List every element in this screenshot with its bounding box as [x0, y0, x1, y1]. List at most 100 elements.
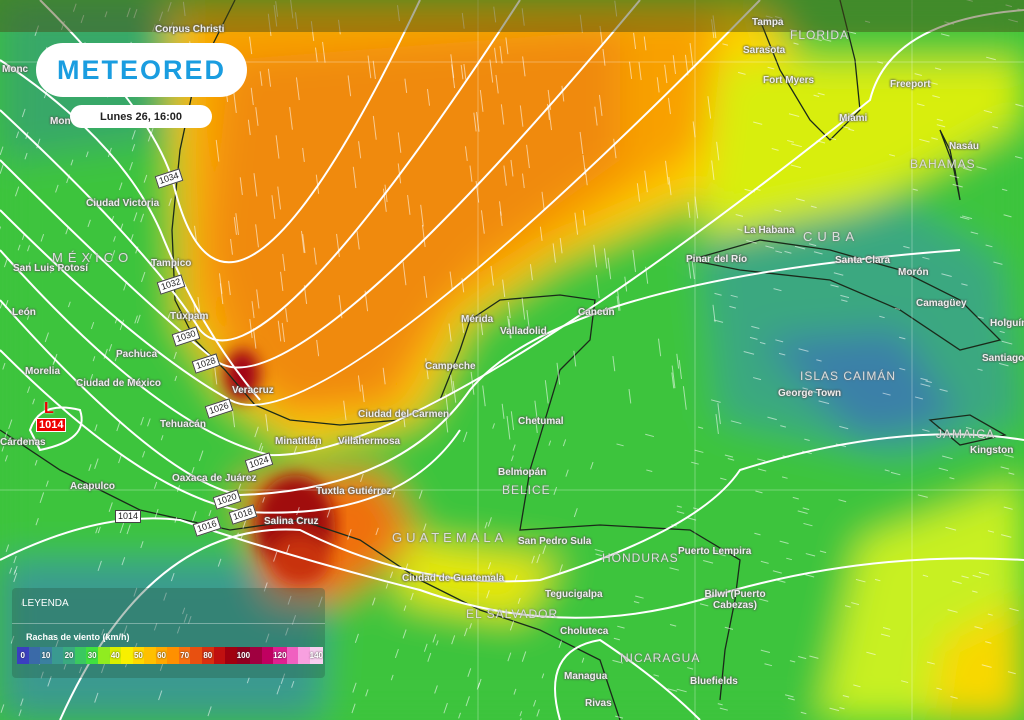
wind-streak — [507, 315, 511, 339]
wind-streak — [803, 522, 813, 527]
wind-streak — [405, 563, 409, 570]
city-label: Ciudad de Guatemala — [402, 573, 505, 584]
wind-streak — [256, 289, 260, 309]
wind-streak — [114, 352, 119, 362]
wind-streak — [874, 578, 881, 582]
city-label: Villahermosa — [338, 436, 401, 447]
wind-streak — [978, 571, 990, 576]
wind-streak — [1003, 454, 1014, 458]
wind-streak — [77, 632, 81, 642]
wind-streak — [729, 305, 737, 309]
wind-streak — [187, 615, 192, 625]
wind-streak — [599, 25, 603, 46]
city-label: Chetumal — [518, 416, 564, 427]
wind-streak — [808, 389, 819, 394]
wind-streak — [192, 511, 197, 522]
wind-streak — [95, 527, 99, 534]
wind-streak — [775, 579, 786, 583]
wind-streak — [636, 183, 641, 202]
wind-streak — [131, 130, 136, 140]
wind-streak — [1, 445, 5, 452]
wind-streak — [710, 399, 721, 403]
wind-streak — [553, 486, 558, 495]
wind-streak — [193, 301, 197, 322]
wind-streak — [713, 319, 724, 323]
wind-streak — [767, 416, 777, 421]
wind-streak — [500, 104, 505, 125]
wind-streak — [282, 253, 286, 272]
wind-streak — [949, 174, 960, 179]
wind-streak — [687, 667, 694, 670]
legend-color-scale: 0 10 20 30 40 50 60 70 80 100 120 140 — [17, 647, 324, 664]
wind-streak — [354, 633, 359, 643]
wind-streak — [689, 43, 694, 66]
city-label: Santiago — [982, 353, 1024, 364]
logo-text: METEORED — [56, 54, 226, 85]
wind-streak — [445, 417, 449, 433]
city-label: Oaxaca de Juárez — [172, 473, 257, 484]
wind-streak — [711, 160, 715, 181]
legend-swatch: 20 — [63, 647, 75, 664]
wind-streak — [254, 426, 259, 438]
wind-streak — [581, 657, 585, 663]
wind-streak — [914, 73, 922, 76]
wind-streak — [716, 552, 726, 557]
wind-streak — [20, 698, 24, 706]
wind-streak — [993, 261, 1003, 265]
wind-streak — [384, 184, 388, 203]
wind-streak — [798, 656, 807, 660]
wind-streak — [573, 508, 578, 518]
wind-streak — [936, 118, 943, 122]
wind-streak — [402, 629, 407, 639]
wind-streak — [922, 574, 929, 578]
wind-streak — [644, 170, 648, 193]
wind-streak — [0, 226, 2, 230]
wind-streak — [280, 271, 284, 292]
city-label: Veracruz — [232, 385, 274, 396]
wind-streak — [267, 13, 272, 36]
wind-streak — [469, 165, 473, 182]
low-pressure-marker: L — [44, 400, 54, 417]
legend-divider — [12, 623, 325, 624]
wind-streak — [613, 138, 617, 159]
wind-streak — [1017, 8, 1023, 11]
wind-streak — [470, 371, 475, 395]
wind-streak — [55, 639, 59, 649]
wind-streak — [792, 496, 799, 500]
wind-streak — [793, 42, 799, 45]
wind-streak — [816, 140, 826, 144]
wind-streak — [771, 148, 779, 151]
wind-streak — [121, 557, 126, 566]
wind-streak — [934, 67, 942, 71]
wind-streak — [390, 674, 394, 681]
wind-streak — [1003, 214, 1012, 218]
wind-streak — [784, 250, 792, 254]
wind-streak — [950, 696, 958, 699]
wind-streak — [616, 289, 621, 311]
wind-streak — [612, 659, 624, 664]
wind-streak — [936, 687, 942, 690]
wind-streak — [753, 121, 763, 125]
top-overlay-band — [0, 0, 1024, 32]
country-label: BAHAMAS — [910, 157, 976, 171]
wind-streak — [558, 640, 563, 649]
wind-streak — [977, 368, 983, 371]
isobar-label: 1014 — [115, 510, 142, 523]
wind-streak — [25, 131, 29, 139]
wind-streak — [653, 674, 660, 677]
wind-streak — [510, 159, 514, 177]
forecast-time[interactable]: Lunes 26, 16:00 — [70, 105, 212, 128]
wind-streak — [737, 228, 743, 231]
wind-streak — [559, 237, 563, 254]
city-label: San Pedro Sula — [518, 536, 592, 547]
wind-streak — [684, 54, 689, 76]
wind-streak — [260, 445, 264, 452]
wind-streak — [2, 362, 6, 370]
wind-streak — [595, 553, 603, 557]
wind-streak — [890, 471, 901, 476]
wind-streak — [864, 20, 871, 23]
wind-streak — [787, 139, 795, 143]
